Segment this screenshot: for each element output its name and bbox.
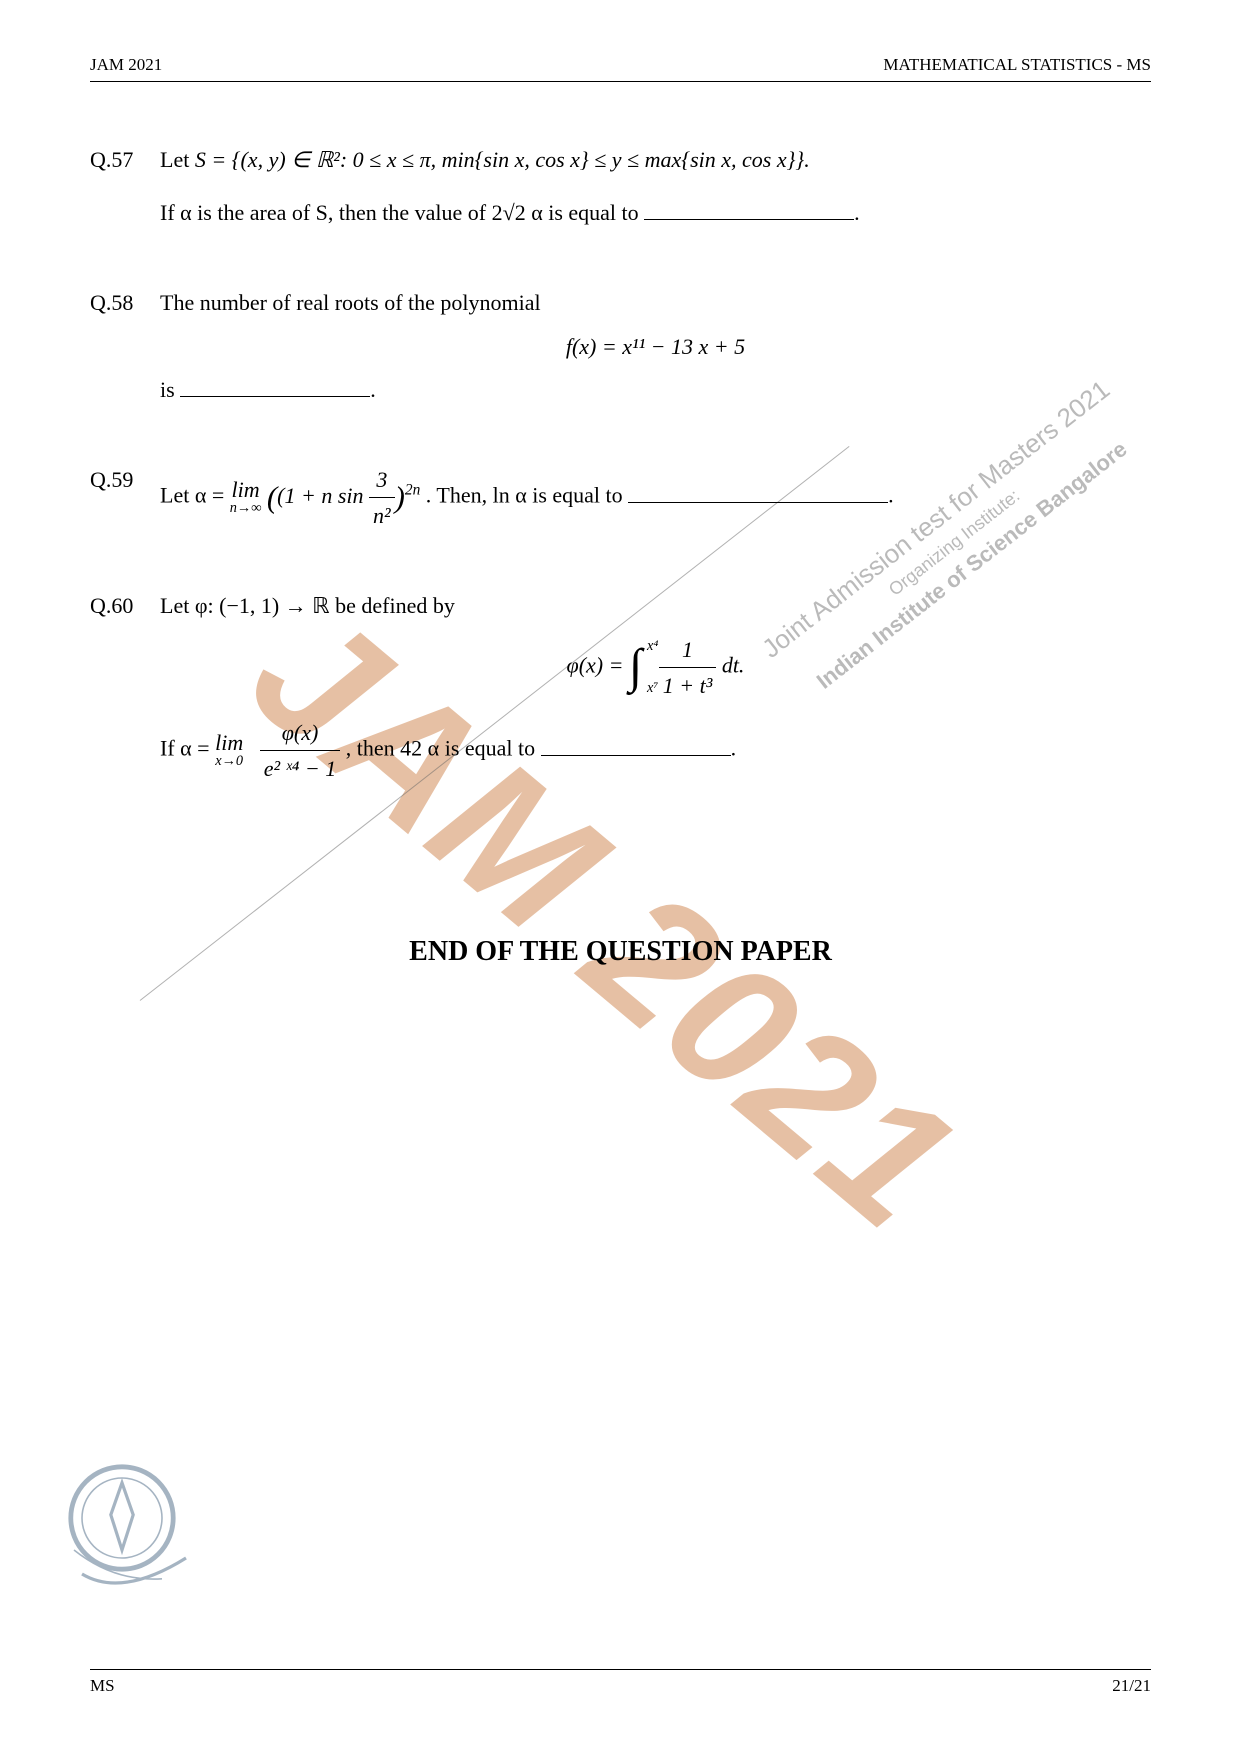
footer-right: 21/21 (1112, 1676, 1151, 1696)
int-frac-num: 1 (659, 632, 717, 668)
question-60: Q.60 Let φ: (−1, 1) → ℝ be defined by φ(… (90, 588, 1151, 786)
question-body: Let α = lim n→∞ ((1 + n sin 3 n² )2n . T… (160, 462, 1151, 533)
limit-symbol: lim n→∞ (230, 479, 262, 515)
q60-line3-pre: If α = (160, 736, 215, 761)
int-dt: dt. (722, 652, 745, 677)
header-left: JAM 2021 (90, 55, 162, 75)
answer-blank (541, 734, 731, 756)
q58-equation: f(x) = x¹¹ − 13 x + 5 (160, 329, 1151, 364)
question-59: Q.59 Let α = lim n→∞ ((1 + n sin 3 n² )2… (90, 462, 1151, 533)
question-number: Q.59 (90, 462, 160, 497)
question-number: Q.60 (90, 588, 160, 623)
page-footer: MS 21/21 (90, 1669, 1151, 1696)
lim-sub: n→∞ (230, 501, 262, 515)
answer-blank (180, 375, 370, 397)
q59-expr: ((1 + n sin 3 n² )2n (267, 483, 426, 508)
question-58: Q.58 The number of real roots of the pol… (90, 285, 1151, 407)
question-body: Let φ: (−1, 1) → ℝ be defined by φ(x) = … (160, 588, 1151, 786)
phi-lhs: φ(x) = (567, 652, 629, 677)
question-57: Q.57 Let S = {(x, y) ∈ ℝ²: 0 ≤ x ≤ π, mi… (90, 142, 1151, 230)
answer-blank (644, 198, 854, 220)
question-body: Let S = {(x, y) ∈ ℝ²: 0 ≤ x ≤ π, min{sin… (160, 142, 1151, 230)
question-number: Q.58 (90, 285, 160, 320)
exponent: 2n (405, 481, 420, 498)
q59-after: . Then, ln α is equal to (426, 483, 628, 508)
integral-upper: x⁴ (647, 635, 658, 658)
page-container: JAM 2021 MATHEMATICAL STATISTICS - MS Q.… (90, 55, 1151, 1699)
int-frac-den: 1 + t³ (659, 668, 717, 703)
q60-line1: Let φ: (−1, 1) → ℝ be defined by (160, 588, 1151, 623)
content-area: Q.57 Let S = {(x, y) ∈ ℝ²: 0 ≤ x ≤ π, mi… (90, 142, 1151, 968)
q57-math: S = {(x, y) ∈ ℝ²: 0 ≤ x ≤ π, min{sin x, … (195, 147, 810, 172)
question-number: Q.57 (90, 142, 160, 177)
integral-sign-icon: ∫ (629, 643, 642, 691)
q58-line2: is (160, 377, 180, 402)
q59-pre: Let α = (160, 483, 230, 508)
q60-line3-mid: , then 42 α is equal to (346, 736, 541, 761)
frac-num: 3 (369, 462, 395, 498)
integral-lower: x⁷ (647, 677, 658, 700)
footer-left: MS (90, 1676, 115, 1696)
limit-symbol: lim x→0 (215, 732, 243, 768)
page-header: JAM 2021 MATHEMATICAL STATISTICS - MS (90, 55, 1151, 82)
lim-text: lim (230, 479, 262, 501)
answer-blank (628, 481, 888, 503)
frac-den: e² ˣ⁴ − 1 (260, 751, 341, 786)
q57-line2: If α is the area of S, then the value of… (160, 200, 644, 225)
q60-frac: φ(x) e² ˣ⁴ − 1 (260, 715, 341, 786)
frac-num: φ(x) (260, 715, 341, 751)
q57-text-pre: Let (160, 147, 195, 172)
q58-line1: The number of real roots of the polynomi… (160, 285, 1151, 320)
header-right: MATHEMATICAL STATISTICS - MS (883, 55, 1151, 75)
question-body: The number of real roots of the polynomi… (160, 285, 1151, 407)
lim-sub: x→0 (215, 754, 243, 768)
q59-inside-pre: (1 + n sin (277, 483, 363, 508)
lim-text: lim (215, 732, 243, 754)
q60-integral: φ(x) = x⁴ ∫ x⁷ 1 1 + t³ dt. (160, 632, 1151, 703)
end-of-paper: END OF THE QUESTION PAPER (90, 936, 1151, 968)
frac-den: n² (369, 498, 395, 533)
